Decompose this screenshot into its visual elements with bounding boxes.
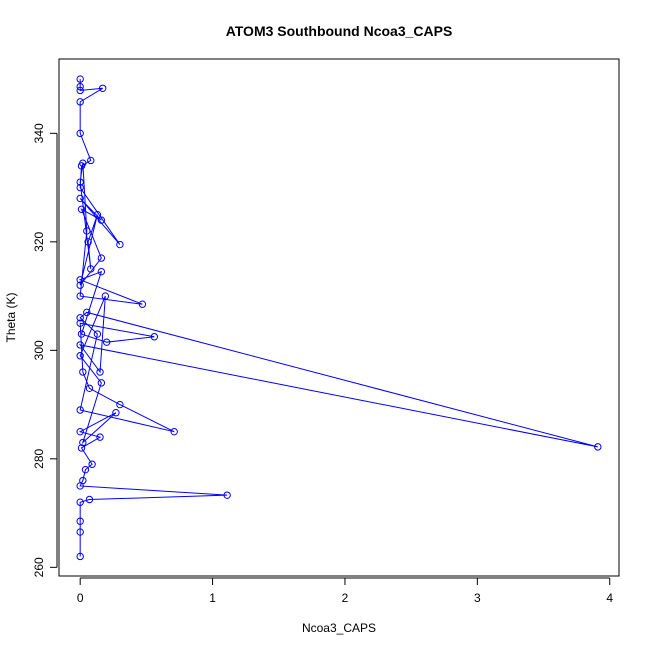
data-point (76, 314, 84, 322)
data-point (79, 438, 87, 447)
x-tick-label: 0 (77, 591, 84, 605)
x-axis-label: Ncoa3_CAPS (302, 621, 376, 635)
data-point (83, 308, 91, 317)
y-tick-label: 260 (32, 557, 46, 577)
data-point (85, 384, 94, 392)
data-point (93, 330, 102, 338)
x-tick-label: 1 (209, 591, 216, 605)
data-point (97, 216, 106, 224)
data-point (81, 465, 90, 474)
plot-frame (58, 58, 620, 577)
y-tick-label: 320 (32, 231, 46, 251)
x-tick-label: 4 (606, 591, 613, 605)
data-point (98, 84, 107, 92)
data-point (76, 183, 84, 192)
data-point (77, 330, 86, 338)
series-layer (76, 75, 602, 561)
data-point (170, 427, 178, 436)
data-point (76, 352, 84, 360)
y-tick-label: 300 (32, 340, 46, 360)
data-point (87, 265, 95, 273)
data-point (76, 82, 84, 91)
data-point (116, 400, 124, 409)
data-point (97, 379, 106, 387)
data-point (76, 482, 84, 490)
x-tick-label: 3 (474, 591, 481, 605)
data-point (76, 552, 84, 561)
x-axis: 0 1 2 3 4 (77, 577, 613, 605)
data-point (101, 292, 110, 300)
data-point (76, 86, 84, 95)
data-point (112, 409, 120, 417)
data-point (76, 129, 84, 138)
data-point (93, 210, 102, 219)
data-point (102, 338, 111, 346)
data-point (76, 341, 84, 349)
data-point (76, 498, 84, 506)
data-point (77, 205, 86, 213)
data-point (97, 254, 106, 262)
data-point (97, 267, 106, 276)
data-point (150, 333, 159, 341)
data-point (116, 240, 124, 249)
data-point (76, 194, 84, 203)
data-point (76, 427, 84, 436)
data-point (84, 238, 92, 246)
data-point (76, 292, 84, 300)
data-point (76, 319, 84, 327)
data-point (87, 156, 95, 165)
data-point (594, 443, 602, 451)
y-tick-label: 340 (32, 123, 46, 143)
chart-title: ATOM3 Southbound Ncoa3_CAPS (226, 23, 453, 39)
data-point (76, 178, 84, 186)
data-point (76, 281, 84, 289)
data-point (79, 368, 87, 376)
data-point (96, 368, 104, 376)
y-tick-label: 280 (32, 448, 46, 468)
data-point (79, 159, 87, 167)
data-point (83, 227, 91, 235)
series-line (78, 79, 598, 557)
x-tick-label: 2 (342, 591, 349, 605)
data-point (88, 460, 96, 468)
data-point (77, 444, 86, 452)
data-point (223, 491, 231, 499)
data-point (76, 276, 84, 284)
data-point (96, 433, 104, 441)
data-point (138, 300, 147, 308)
data-point (76, 528, 84, 536)
y-axis: 260 280 300 320 340 (32, 123, 58, 577)
y-axis-label: Theta (K) (4, 292, 18, 342)
data-point (76, 98, 84, 106)
data-point (76, 406, 84, 414)
data-point (85, 495, 94, 504)
data-point (76, 517, 84, 525)
data-point (76, 75, 84, 83)
